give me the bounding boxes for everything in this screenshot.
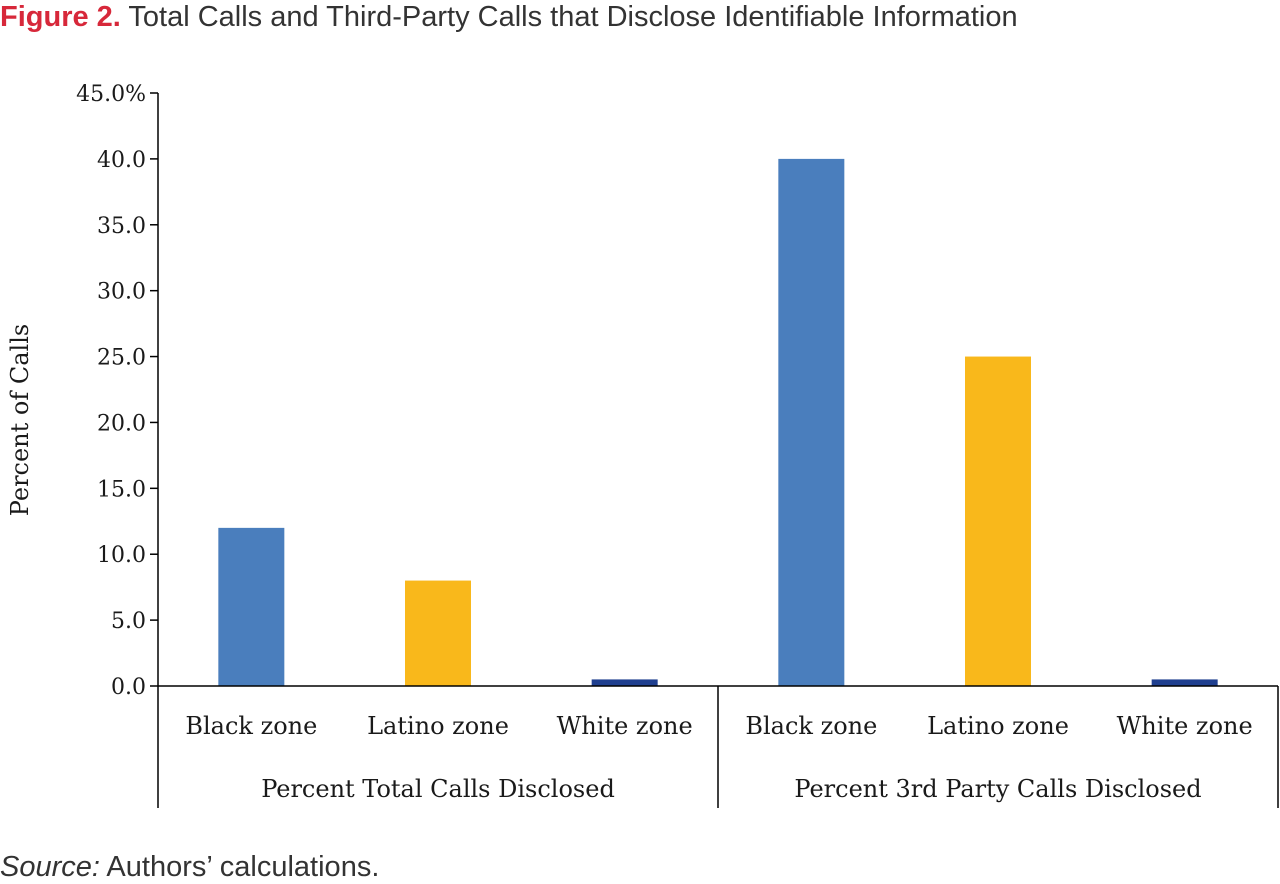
x-group-label: Percent Total Calls Disclosed bbox=[261, 775, 615, 803]
bar-latino-zone bbox=[405, 580, 471, 686]
bar-white-zone bbox=[591, 679, 658, 686]
y-tick-label: 5.0 bbox=[111, 609, 146, 634]
y-tick-label: 10.0 bbox=[97, 543, 146, 568]
source-note: Source: Authors’ calculations. bbox=[0, 850, 379, 884]
y-tick-label: 35.0 bbox=[97, 214, 146, 239]
figure-label: Figure 2. bbox=[0, 1, 121, 33]
y-tick-label: 0.0 bbox=[111, 675, 146, 700]
x-category-label: Latino zone bbox=[927, 712, 1069, 740]
x-category-label: Latino zone bbox=[367, 712, 509, 740]
x-axis: Black zone Latino zone White zone Percent T… bbox=[157, 685, 1279, 808]
x-category-label: White zone bbox=[1117, 712, 1253, 740]
x-category-label: Black zone bbox=[745, 712, 877, 740]
bar-white-zone bbox=[1151, 679, 1218, 686]
x-category-label: Black zone bbox=[185, 712, 317, 740]
figure-title-text: Total Calls and Third-Party Calls that D… bbox=[128, 1, 1018, 33]
y-tick-label: 20.0 bbox=[97, 411, 146, 436]
figure-title: Figure 2. Total Calls and Third-Party Ca… bbox=[0, 0, 1018, 36]
y-tick-label: 30.0 bbox=[97, 280, 146, 305]
x-category-label: White zone bbox=[557, 712, 693, 740]
y-tick-label: 15.0 bbox=[97, 477, 146, 502]
source-label: Source: bbox=[0, 851, 100, 883]
bar-black-zone bbox=[218, 527, 285, 686]
y-axis-title: Percent of Calls bbox=[6, 324, 34, 516]
y-tick-label: 40.0 bbox=[97, 148, 146, 173]
source-text: Authors’ calculations. bbox=[106, 851, 380, 883]
y-tick-label: 45.0% bbox=[76, 82, 146, 107]
x-group-label: Percent 3rd Party Calls Disclosed bbox=[794, 775, 1201, 803]
y-axis: 0.0 5.0 10.0 15.0 20.0 25.0 30.0 35.0 40.0 45.0% bbox=[76, 82, 159, 700]
y-tick-label: 25.0 bbox=[97, 346, 146, 371]
bar-latino-zone bbox=[965, 356, 1031, 686]
bar-black-zone bbox=[778, 158, 845, 686]
bars bbox=[218, 158, 1218, 686]
